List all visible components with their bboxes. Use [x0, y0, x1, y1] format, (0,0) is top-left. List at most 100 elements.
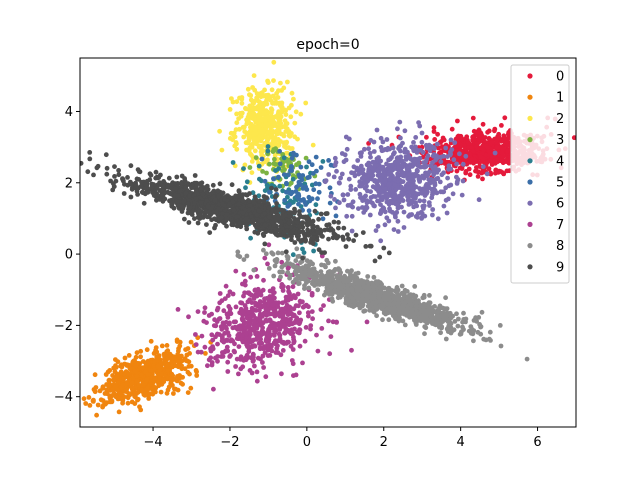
- data-point: [239, 100, 245, 106]
- data-point: [329, 296, 335, 302]
- data-point: [248, 235, 254, 241]
- data-point: [315, 196, 320, 202]
- data-point: [342, 278, 348, 284]
- data-point: [225, 369, 231, 374]
- data-point: [395, 287, 401, 293]
- data-point: [443, 145, 449, 151]
- data-point: [470, 137, 475, 143]
- data-point: [482, 135, 488, 140]
- data-point: [293, 272, 299, 277]
- data-point: [192, 173, 198, 178]
- data-point: [459, 192, 465, 198]
- data-point: [144, 377, 150, 383]
- data-point: [327, 185, 333, 191]
- data-point: [133, 363, 139, 368]
- data-point: [113, 357, 118, 362]
- data-point: [135, 396, 141, 402]
- data-point: [336, 225, 341, 231]
- data-point: [188, 339, 194, 345]
- data-point: [359, 170, 364, 175]
- data-point: [269, 87, 275, 93]
- data-point: [337, 294, 343, 300]
- data-point: [260, 325, 265, 331]
- data-point: [301, 250, 307, 256]
- data-point: [100, 384, 106, 390]
- data-point: [315, 348, 321, 354]
- data-point: [220, 324, 226, 330]
- data-point: [261, 247, 266, 253]
- data-point: [251, 322, 257, 328]
- data-point: [134, 350, 140, 356]
- data-point: [308, 259, 313, 265]
- data-point: [136, 177, 142, 182]
- data-point: [250, 358, 256, 364]
- data-point: [503, 159, 509, 165]
- data-point: [256, 193, 262, 199]
- data-point: [188, 363, 194, 369]
- data-point: [266, 242, 272, 248]
- data-point: [407, 314, 412, 320]
- data-point: [349, 287, 355, 293]
- data-point: [393, 314, 398, 320]
- data-point: [198, 349, 204, 355]
- data-point: [500, 147, 506, 152]
- data-point: [309, 309, 315, 314]
- data-point: [332, 155, 338, 161]
- data-point: [302, 269, 308, 275]
- data-point: [272, 324, 278, 329]
- data-point: [401, 225, 407, 230]
- data-point: [231, 319, 237, 325]
- data-point: [134, 373, 140, 379]
- data-point: [337, 267, 342, 273]
- data-point: [417, 316, 422, 322]
- data-point: [298, 111, 304, 117]
- data-point: [267, 288, 273, 294]
- data-point: [334, 319, 339, 325]
- data-point: [260, 360, 265, 365]
- data-point: [249, 152, 254, 158]
- data-point: [236, 371, 241, 377]
- data-point: [72, 157, 77, 162]
- data-point: [100, 398, 106, 404]
- data-point: [246, 136, 252, 142]
- data-point: [359, 278, 364, 283]
- data-point: [209, 360, 215, 365]
- data-point: [254, 136, 260, 142]
- data-point: [320, 159, 326, 164]
- data-point: [212, 317, 218, 323]
- data-point: [237, 325, 243, 331]
- data-point: [281, 133, 287, 139]
- data-point: [132, 368, 138, 374]
- data-point: [304, 187, 310, 192]
- data-point: [412, 284, 418, 289]
- data-point: [103, 372, 109, 377]
- data-point: [405, 306, 411, 311]
- data-point: [293, 109, 299, 115]
- data-point: [272, 263, 278, 269]
- data-point: [269, 344, 274, 349]
- data-point: [350, 199, 356, 205]
- data-point: [114, 374, 120, 380]
- data-point: [419, 130, 425, 136]
- data-point: [285, 194, 290, 200]
- data-point: [175, 374, 180, 379]
- data-point: [306, 159, 312, 165]
- data-point: [332, 162, 338, 168]
- data-point: [382, 179, 388, 184]
- data-point: [261, 101, 266, 106]
- data-point: [286, 265, 291, 270]
- data-point: [261, 365, 266, 370]
- data-point: [247, 103, 253, 109]
- data-point: [372, 300, 377, 306]
- data-point: [265, 80, 271, 85]
- data-point: [432, 304, 437, 309]
- data-point: [405, 186, 411, 191]
- data-point: [430, 212, 435, 218]
- data-point: [391, 227, 397, 233]
- data-point: [130, 385, 135, 391]
- data-point: [106, 377, 112, 383]
- data-point: [139, 387, 145, 393]
- data-point: [268, 133, 273, 139]
- data-point: [277, 183, 283, 189]
- data-point: [312, 208, 318, 214]
